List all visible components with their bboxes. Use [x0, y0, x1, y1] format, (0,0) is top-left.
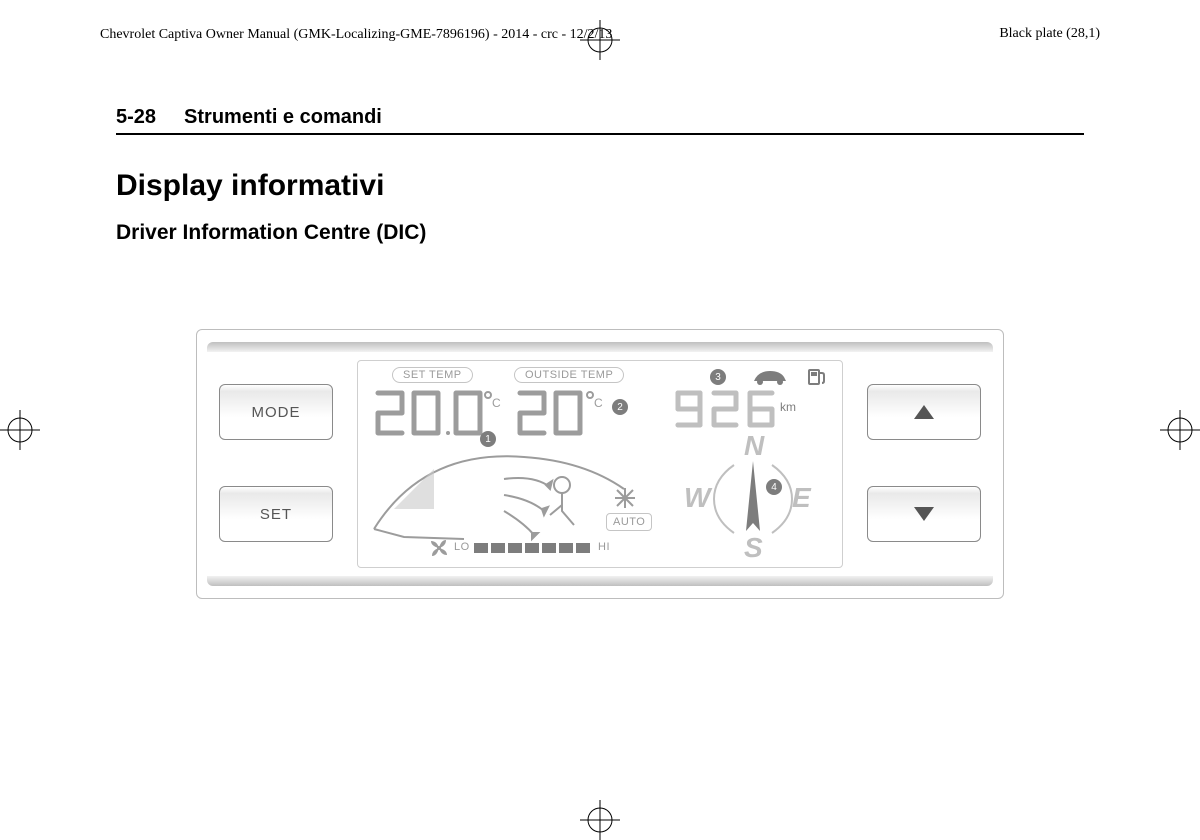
up-button[interactable]: [867, 384, 981, 440]
range-display: km: [672, 387, 802, 437]
svg-text:E: E: [792, 482, 812, 513]
set-button[interactable]: SET: [219, 486, 333, 542]
mode-button[interactable]: MODE: [219, 384, 333, 440]
panel-bezel-top: [207, 342, 993, 352]
snowflake-icon: [614, 487, 636, 509]
svg-text:W: W: [684, 482, 713, 513]
dic-panel: MODE SET SET TEMP OUTSIDE TEMP: [196, 329, 1004, 599]
km-unit: km: [780, 400, 796, 414]
car-icon: [750, 367, 790, 387]
compass: N E S W: [678, 431, 828, 561]
outside-temp-display: C: [514, 385, 624, 443]
section-header: 5-28 Strumenti e comandi: [116, 106, 1084, 135]
fan-icon: [428, 539, 450, 557]
outside-temp-label: OUTSIDE TEMP: [514, 367, 624, 383]
svg-text:C: C: [492, 396, 501, 410]
print-header: Chevrolet Captiva Owner Manual (GMK-Loca…: [100, 26, 1100, 44]
svg-text:N: N: [744, 431, 765, 461]
fan-bar: [474, 541, 594, 555]
set-temp-label: SET TEMP: [392, 367, 473, 383]
callout-3: 3: [710, 369, 726, 385]
lo-label: LO: [454, 541, 470, 553]
doc-id: Chevrolet Captiva Owner Manual (GMK-Loca…: [100, 26, 612, 44]
fuel-icon: [806, 365, 828, 387]
down-button[interactable]: [867, 486, 981, 542]
page-number: 5-28: [116, 106, 156, 129]
section-title: Strumenti e comandi: [184, 106, 382, 129]
svg-text:S: S: [744, 532, 763, 561]
dic-lcd: SET TEMP OUTSIDE TEMP C: [357, 360, 843, 568]
hi-label: HI: [598, 541, 610, 553]
triangle-down-icon: [914, 507, 934, 521]
heading-2: Driver Information Centre (DIC): [116, 221, 1084, 245]
triangle-up-icon: [914, 405, 934, 419]
callout-2: 2: [612, 399, 628, 415]
panel-bezel-bottom: [207, 576, 993, 586]
heading-1: Display informativi: [116, 169, 1084, 203]
auto-label: AUTO: [606, 513, 652, 531]
svg-text:C: C: [594, 396, 603, 410]
airflow-diagram: [364, 439, 654, 549]
plate-label: Black plate (28,1): [999, 26, 1100, 44]
